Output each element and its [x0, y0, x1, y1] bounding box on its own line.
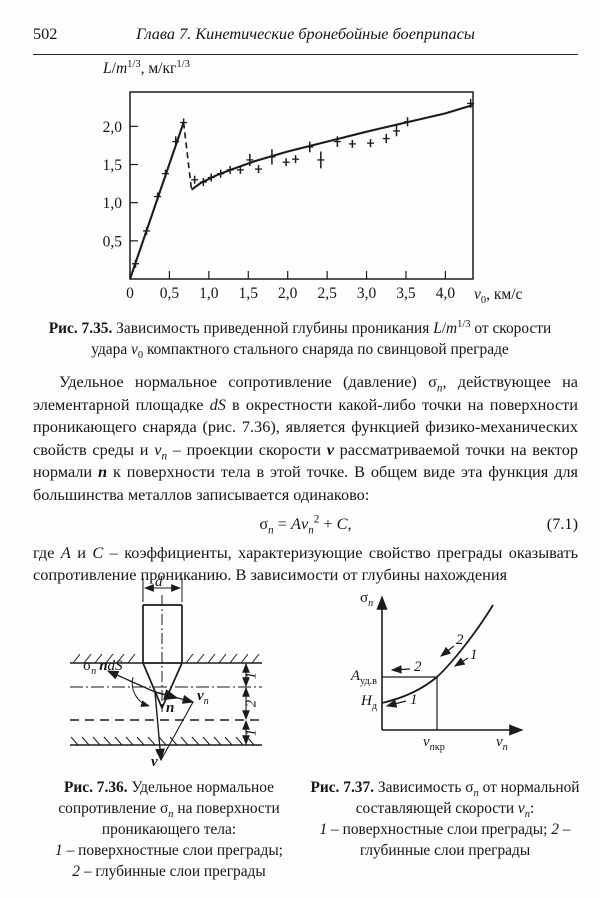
svg-text:1,0: 1,0 [103, 195, 123, 212]
chart-plot-area: 0,5 1,0 1,5 2,0 0 0,5 1,0 1,5 2,0 2,5 3,0 3,5 4,0 [103, 91, 475, 302]
chart-canvas: 0,5 1,0 1,5 2,0 0 0,5 1,0 1,5 2,0 2,5 3,0 3,5 4,0 [103, 91, 475, 302]
label-curve-2: 2 [456, 632, 464, 648]
figure-7-37-caption-text: Рис. 7.37. Зависимость σn от нормальной … [310, 779, 580, 821]
figure-7-37-caption: Рис. 7.37. Зависимость σn от нормальной … [303, 777, 587, 861]
svg-text:3,0: 3,0 [357, 285, 377, 302]
figure-7-35-caption: Рис. 7.35. Зависимость приведенной глуби… [48, 318, 552, 362]
label-left-2: 2 [414, 659, 422, 675]
label-curve-1: 1 [470, 647, 478, 663]
equation-7-1: σn = Аvn2 + С, (7.1) [33, 513, 578, 536]
figure-7-37-graph: σn vn Ауд.в Нд vnкр 2 1 2 1 [330, 575, 585, 780]
body-text: Удельное нормальное сопротивление (давле… [33, 371, 578, 587]
sigma-vs-vn-canvas [376, 595, 524, 736]
running-head: Глава 7. Кинетические бронебойные боепри… [136, 24, 475, 43]
figure-7-36-legend: 1 – поверхностные слои преграды; 2 – глуб… [55, 842, 283, 880]
svg-text:2,0: 2,0 [278, 285, 298, 302]
label-sigma-n-dS: σn ndS [83, 658, 123, 677]
equation-number: (7.1) [546, 514, 578, 533]
svg-text:4,0: 4,0 [436, 285, 456, 302]
paragraph-2: где А и С – коэффициенты, характеризующи… [33, 542, 578, 585]
label-h-d: Нд [360, 693, 377, 712]
label-sigma-axis: σn [360, 590, 374, 609]
figure-7-36-diagram: d σn ndS vn n v 1 2 1 [45, 575, 305, 777]
label-layer-1-bottom: 1 [243, 728, 260, 737]
svg-text:0: 0 [126, 285, 134, 302]
label-v-n-vector: vn [197, 688, 209, 707]
label-n-vector: n [166, 700, 175, 716]
page-number: 502 [33, 24, 58, 43]
svg-text:1,0: 1,0 [199, 285, 219, 302]
figure-7-36-caption-text: Рис. 7.36. Удельное нормальное сопротивл… [58, 779, 280, 838]
svg-text:2,0: 2,0 [103, 119, 123, 136]
label-layer-1-top: 1 [243, 671, 260, 680]
label-a-ud-v: Ауд.в [350, 668, 377, 687]
label-v-n-critical: vnкр [423, 734, 445, 753]
svg-text:1,5: 1,5 [103, 157, 123, 174]
page-header: 502 Глава 7. Кинетические бронебойные бо… [33, 24, 578, 44]
paragraph-1: Удельное нормальное сопротивление (давле… [33, 372, 579, 504]
chart-x-axis-label: v0, км/с [474, 286, 523, 307]
figure-7-36-caption: Рис. 7.36. Удельное нормальное сопротивл… [36, 777, 302, 882]
svg-text:2,5: 2,5 [317, 285, 337, 302]
label-diameter: d [155, 574, 163, 590]
svg-text:0,5: 0,5 [160, 285, 180, 302]
chart-y-axis-label: L/m1/3, м/кг1/3 [103, 58, 190, 77]
figure-7-35-chart: L/m1/3, м/кг1/3 0,5 1,0 1,5 2,0 0 0,5 1,0 1,5 2,… [0, 58, 600, 312]
header-rule [33, 54, 578, 55]
label-vn-axis: vn [496, 734, 508, 753]
label-left-1: 1 [410, 692, 418, 708]
svg-text:0,5: 0,5 [103, 233, 123, 250]
figure-7-37-legend: 1 – поверхностные слои преграды; 2 – глу… [319, 821, 571, 859]
equation-body: σn = Аvn2 + С, [259, 513, 352, 537]
label-layer-2-middle: 2 [243, 699, 260, 708]
svg-text:1,5: 1,5 [239, 285, 259, 302]
label-v-vector: v [151, 754, 158, 770]
penetrator-diagram-canvas [70, 578, 262, 762]
svg-text:3,5: 3,5 [396, 285, 416, 302]
